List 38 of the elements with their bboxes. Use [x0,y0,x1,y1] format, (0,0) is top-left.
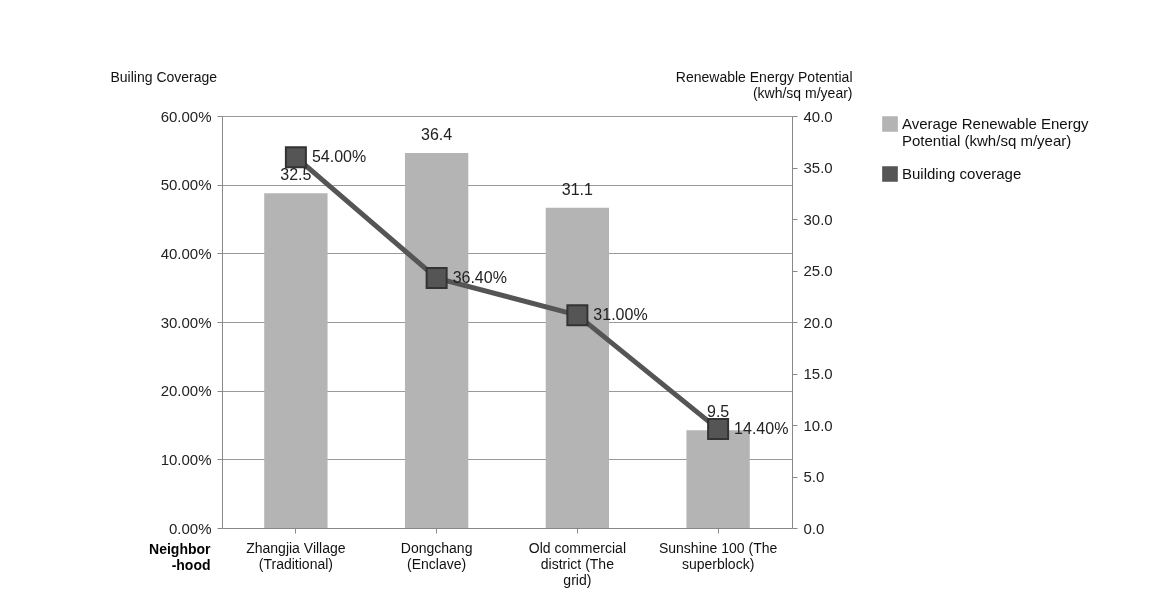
y2-axis-title: Renewable Energy Potential (kwh/sq m/year) [675,68,853,101]
legend-label: Building coverage [902,165,1022,182]
y-tick-label: 40.00% [160,244,212,262]
legend-label: Average Renewable Energy Potential (kwh/sq m/year) [902,115,1090,149]
point [425,267,448,290]
y-tick-label: 60.00% [160,107,212,125]
bar [264,193,328,528]
data-label: 9.5 [706,403,730,421]
y-tick-label: 20.00% [160,382,212,400]
y2-tick-label: 5.0 [803,468,825,485]
point [566,304,589,327]
y-tick-label: 50.00% [160,176,212,194]
data-label: 36.40% [452,269,507,287]
y2-tick-label: 30.0 [803,210,833,228]
y2-tick-label: 25.0 [803,262,833,279]
y2-tick-label: 10.0 [803,416,833,434]
y2-tick-label: 20.0 [803,313,833,331]
y2-tick-label: 15.0 [803,365,833,382]
point [707,418,730,441]
x-axis-title: Neighbor -hood [149,540,212,573]
x-tick-label: Zhangjia Village (Traditional) [246,539,346,572]
data-label: 36.4 [421,126,453,144]
y-tick-label: 10.00% [160,450,212,468]
y-tick-label: 30.00% [160,313,212,331]
point [284,146,307,169]
y-axis-title: Builing Coverage [110,68,218,85]
y2-tick-label: 35.0 [803,159,833,176]
data-label: 54.00% [311,148,367,166]
data-label: 32.5 [280,166,312,184]
data-label: 31.1 [561,180,594,198]
y-tick-label: 0.00% [168,519,212,537]
y2-tick-label: 0.0 [803,519,825,537]
y2-tick-label: 40.0 [803,107,833,125]
x-tick-label: Old commercial district (The grid) [528,539,626,588]
data-label: 31.00% [593,306,648,324]
data-label: 14.40% [734,420,789,438]
x-tick-label: Dongchang (Enclave) [400,539,473,572]
x-tick-label: Sunshine 100 (The superblock) [658,539,778,572]
